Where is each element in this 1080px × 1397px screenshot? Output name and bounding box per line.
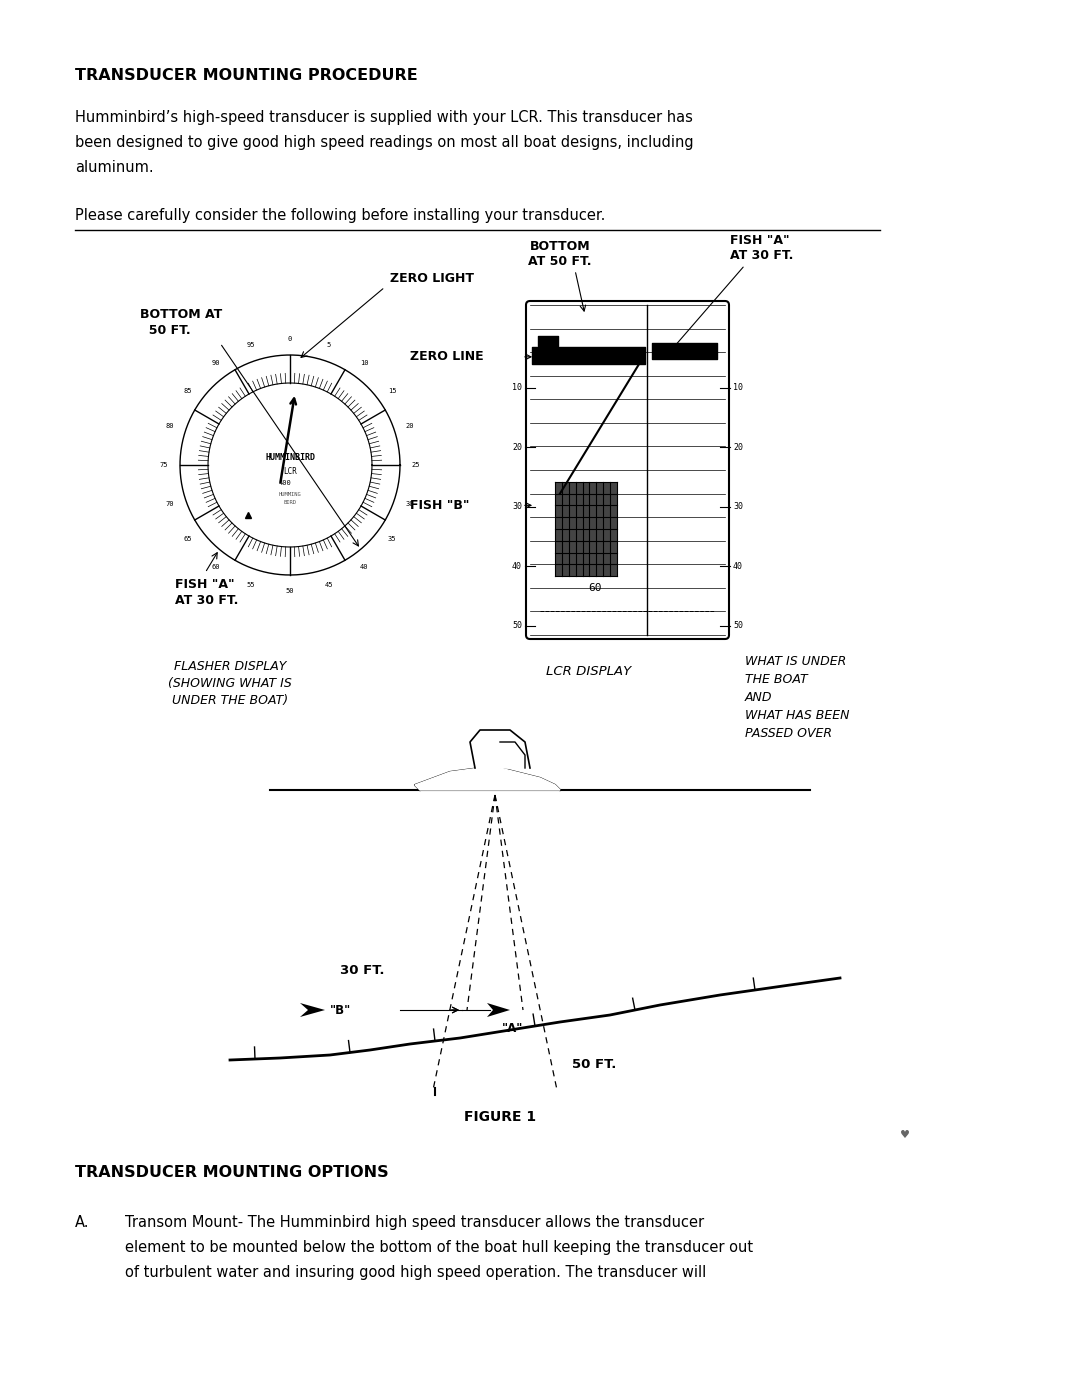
Text: FISH "B": FISH "B": [410, 499, 470, 511]
Text: ZERO LIGHT: ZERO LIGHT: [390, 272, 474, 285]
Text: LCR DISPLAY: LCR DISPLAY: [545, 665, 631, 678]
Text: been designed to give good high speed readings on most all boat designs, includi: been designed to give good high speed re…: [75, 136, 693, 149]
Polygon shape: [470, 731, 530, 768]
Text: 0: 0: [288, 337, 292, 342]
Text: 45: 45: [325, 581, 334, 588]
Text: element to be mounted below the bottom of the boat hull keeping the transducer o: element to be mounted below the bottom o…: [125, 1241, 753, 1255]
Text: of turbulent water and insuring good high speed operation. The transducer will: of turbulent water and insuring good hig…: [125, 1266, 706, 1280]
Text: 30: 30: [733, 503, 743, 511]
Text: HUMMINBIRD: HUMMINBIRD: [265, 453, 315, 461]
FancyBboxPatch shape: [555, 482, 617, 576]
Text: FIGURE 1: FIGURE 1: [464, 1111, 536, 1125]
Polygon shape: [300, 1003, 325, 1017]
Text: 40: 40: [733, 562, 743, 570]
Text: 20: 20: [733, 443, 743, 451]
Text: BIRD: BIRD: [283, 500, 297, 506]
Text: BOTTOM AT
  50 FT.: BOTTOM AT 50 FT.: [140, 307, 222, 337]
Polygon shape: [487, 1003, 510, 1017]
Text: Please carefully consider the following before installing your transducer.: Please carefully consider the following …: [75, 208, 606, 224]
Text: 50: 50: [733, 622, 743, 630]
Text: 25: 25: [411, 462, 420, 468]
Text: 60: 60: [212, 564, 220, 570]
Text: ZERO LINE: ZERO LINE: [410, 351, 484, 363]
Text: TRANSDUCER MOUNTING OPTIONS: TRANSDUCER MOUNTING OPTIONS: [75, 1165, 389, 1180]
Text: 35: 35: [388, 536, 396, 542]
Text: 30: 30: [512, 503, 522, 511]
Text: 50: 50: [512, 622, 522, 630]
Text: 400: 400: [279, 481, 292, 486]
Text: FISH "A"
AT 30 FT.: FISH "A" AT 30 FT.: [730, 235, 794, 263]
Text: Humminbird’s high-speed transducer is supplied with your LCR. This transducer ha: Humminbird’s high-speed transducer is su…: [75, 110, 693, 124]
FancyBboxPatch shape: [526, 300, 729, 638]
Text: 10: 10: [733, 383, 743, 393]
Text: 30 FT.: 30 FT.: [340, 964, 384, 977]
Text: 80: 80: [166, 423, 174, 429]
Polygon shape: [415, 768, 561, 789]
Text: 95: 95: [247, 342, 255, 348]
Text: FLASHER DISPLAY
(SHOWING WHAT IS
UNDER THE BOAT): FLASHER DISPLAY (SHOWING WHAT IS UNDER T…: [168, 659, 292, 707]
Text: 75: 75: [160, 462, 168, 468]
Text: FISH "A"
AT 30 FT.: FISH "A" AT 30 FT.: [175, 578, 239, 608]
Text: aluminum.: aluminum.: [75, 161, 153, 175]
Text: 10: 10: [512, 383, 522, 393]
Text: 85: 85: [184, 388, 192, 394]
Text: 5: 5: [327, 342, 332, 348]
Text: 40: 40: [512, 562, 522, 570]
Text: HUMMING: HUMMING: [279, 493, 301, 497]
Text: 15: 15: [388, 388, 396, 394]
Text: BOTTOM
AT 50 FT.: BOTTOM AT 50 FT.: [528, 240, 592, 268]
Text: "B": "B": [330, 1003, 351, 1017]
Text: 70: 70: [166, 502, 174, 507]
Text: 90: 90: [212, 360, 220, 366]
Text: A.: A.: [75, 1215, 90, 1229]
Text: 50 FT.: 50 FT.: [572, 1059, 617, 1071]
Text: 30: 30: [406, 502, 414, 507]
Text: TRANSDUCER MOUNTING PROCEDURE: TRANSDUCER MOUNTING PROCEDURE: [75, 68, 418, 82]
Text: 20: 20: [406, 423, 414, 429]
Text: WHAT IS UNDER
THE BOAT
AND
WHAT HAS BEEN
PASSED OVER: WHAT IS UNDER THE BOAT AND WHAT HAS BEEN…: [745, 655, 850, 740]
Text: 20: 20: [512, 443, 522, 451]
Text: LCR: LCR: [283, 467, 297, 475]
Text: 65: 65: [184, 536, 192, 542]
Text: ♥: ♥: [900, 1130, 910, 1140]
Text: "A": "A": [502, 1023, 524, 1035]
Text: 40: 40: [360, 564, 368, 570]
Text: 50: 50: [286, 588, 294, 594]
Text: 55: 55: [247, 581, 255, 588]
Text: 60: 60: [589, 583, 602, 592]
Text: Transom Mount- The Humminbird high speed transducer allows the transducer: Transom Mount- The Humminbird high speed…: [125, 1215, 704, 1229]
Text: 10: 10: [360, 360, 368, 366]
